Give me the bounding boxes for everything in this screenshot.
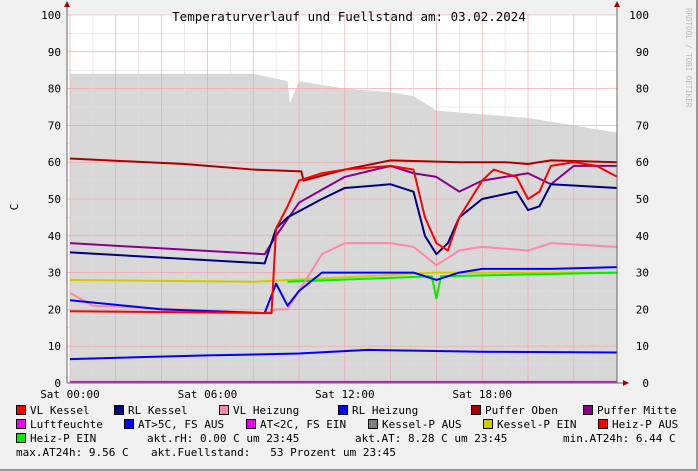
y-tick-label: 30 xyxy=(48,267,61,280)
series-heiz-p-ein xyxy=(287,271,618,300)
legend-item: RL Kessel xyxy=(114,404,188,418)
legend-swatch xyxy=(598,419,608,429)
legend-swatch xyxy=(16,419,26,429)
y-tick-label-right: 20 xyxy=(636,303,649,316)
series-vl-heizung xyxy=(69,242,618,315)
y-tick-label: 70 xyxy=(48,119,61,132)
x-tick-label: Sat 00:00 xyxy=(40,388,100,401)
legend-label: Heiz-P AUS xyxy=(612,418,679,431)
y-tick-label-right: 90 xyxy=(636,46,649,59)
x-tick-label: Sat 18:00 xyxy=(452,388,512,401)
stat-max: max.AT24h: 9.56 C xyxy=(16,446,129,459)
y-tick-label-right: 30 xyxy=(636,267,649,280)
legend-label: Heiz-P EIN xyxy=(30,432,97,445)
legend-item: Luftfeuchte xyxy=(16,418,103,432)
legend-item: Kessel-P EIN xyxy=(483,418,576,432)
legend-item: AT<2C, FS EIN xyxy=(246,418,346,432)
y-tick-label-right: 80 xyxy=(636,83,649,96)
legend-label: RL Heizung xyxy=(352,404,419,417)
legend-swatch xyxy=(114,405,124,415)
y-axis-arrow-icon xyxy=(614,1,620,7)
legend-swatch xyxy=(471,405,481,415)
stat-fuellstand: akt.Fuellstand: 53 Prozent um 23:45 xyxy=(151,446,397,459)
legend-item: VL Heizung xyxy=(219,404,299,418)
y-tick-label-right: 10 xyxy=(636,340,649,353)
legend-label: Puffer Mitte xyxy=(597,404,677,417)
series-rl-heizung xyxy=(69,266,618,315)
legend-item: Heiz-P EIN xyxy=(16,432,96,446)
legend-swatch xyxy=(483,419,493,429)
legend-swatch xyxy=(219,405,229,415)
y-tick-label-right: 70 xyxy=(636,119,649,132)
legend-item: VL Kessel xyxy=(16,404,90,418)
legend-label: Kessel-P EIN xyxy=(497,418,577,431)
x-tick-label: Sat 12:00 xyxy=(315,388,375,401)
legend-swatch xyxy=(124,419,134,429)
chart-title: Temperaturverlauf und Fuellstand am: 03.… xyxy=(172,9,526,24)
watermark: RRDTOOL / TOBI OETIKER xyxy=(684,8,693,108)
y-tick-label: 100 xyxy=(41,9,61,22)
legend-item: Kessel-P AUS xyxy=(368,418,461,432)
legend-swatch xyxy=(16,433,26,443)
legend-label: AT>5C, FS AUS xyxy=(138,418,225,431)
series-puffer-mitte xyxy=(69,164,618,256)
series-at-5c-fs-aus xyxy=(69,348,618,361)
legend-swatch xyxy=(583,405,593,415)
legend-swatch xyxy=(246,419,256,429)
legend-item: Heiz-P AUS xyxy=(598,418,678,432)
y-tick-label: 50 xyxy=(48,193,61,206)
y-tick-label: 40 xyxy=(48,230,61,243)
legend-item: AT>5C, FS AUS xyxy=(124,418,224,432)
y-tick-label: 10 xyxy=(48,340,61,353)
y-tick-label: 80 xyxy=(48,83,61,96)
y-tick-label-right: 40 xyxy=(636,230,649,243)
series-kessel-p-ein xyxy=(69,271,618,283)
y-tick-label-right: 100 xyxy=(629,9,649,22)
y-axis-label: C xyxy=(8,204,21,211)
x-axis-arrow-icon xyxy=(623,380,629,386)
y-tick-label: 0 xyxy=(54,377,61,390)
legend-label: Kessel-P AUS xyxy=(382,418,462,431)
y-tick-label-right: 0 xyxy=(642,377,649,390)
legend-item: RL Heizung xyxy=(338,404,418,418)
y-tick-label: 90 xyxy=(48,46,61,59)
legend-item: Puffer Oben xyxy=(471,404,558,418)
y-tick-label: 60 xyxy=(48,156,61,169)
x-tick-label: Sat 06:00 xyxy=(178,388,238,401)
stat-rh: akt.rH: 0.00 C um 23:45 xyxy=(147,432,300,445)
stat-at: akt.AT: 8.28 C um 23:45 xyxy=(355,432,508,445)
series-vl-kessel xyxy=(69,161,618,315)
legend-label: Puffer Oben xyxy=(485,404,558,417)
y-tick-label-right: 50 xyxy=(636,193,649,206)
legend-label: RL Kessel xyxy=(128,404,188,417)
legend-swatch xyxy=(338,405,348,415)
y-tick-label-right: 60 xyxy=(636,156,649,169)
legend-label: VL Kessel xyxy=(30,404,90,417)
y-axis-arrow-icon xyxy=(64,1,70,7)
legend-swatch xyxy=(368,419,378,429)
legend-label: VL Heizung xyxy=(233,404,300,417)
series-rl-kessel xyxy=(69,183,618,265)
legend-label: Luftfeuchte xyxy=(30,418,103,431)
y-tick-label: 20 xyxy=(48,303,61,316)
legend-label: AT<2C, FS EIN xyxy=(260,418,347,431)
area-kessel-p-aus xyxy=(70,73,618,383)
legend-item: Puffer Mitte xyxy=(583,404,676,418)
legend-swatch xyxy=(16,405,26,415)
stat-min: min.AT24h: 6.44 C xyxy=(563,432,676,445)
series-puffer-oben xyxy=(69,157,618,182)
